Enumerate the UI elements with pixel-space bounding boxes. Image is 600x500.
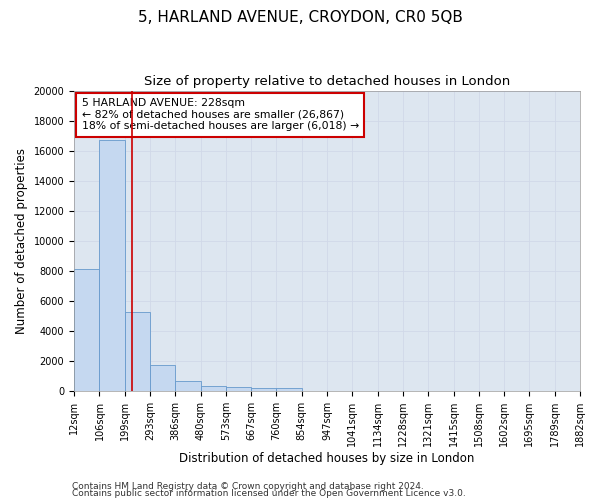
Y-axis label: Number of detached properties: Number of detached properties [15, 148, 28, 334]
Text: Contains public sector information licensed under the Open Government Licence v3: Contains public sector information licen… [72, 489, 466, 498]
Bar [175, 381, 200, 391]
Bar [200, 386, 226, 391]
Text: 5 HARLAND AVENUE: 228sqm
← 82% of detached houses are smaller (26,867)
18% of se: 5 HARLAND AVENUE: 228sqm ← 82% of detach… [82, 98, 359, 132]
Bar [277, 388, 302, 391]
Title: Size of property relative to detached houses in London: Size of property relative to detached ho… [144, 75, 510, 88]
Bar [100, 140, 125, 391]
Text: 5, HARLAND AVENUE, CROYDON, CR0 5QB: 5, HARLAND AVENUE, CROYDON, CR0 5QB [137, 10, 463, 25]
Bar [125, 312, 150, 391]
Bar [251, 388, 277, 391]
Bar [226, 387, 251, 391]
Text: Contains HM Land Registry data © Crown copyright and database right 2024.: Contains HM Land Registry data © Crown c… [72, 482, 424, 491]
Bar [74, 270, 100, 391]
X-axis label: Distribution of detached houses by size in London: Distribution of detached houses by size … [179, 452, 475, 465]
Bar [150, 365, 175, 391]
